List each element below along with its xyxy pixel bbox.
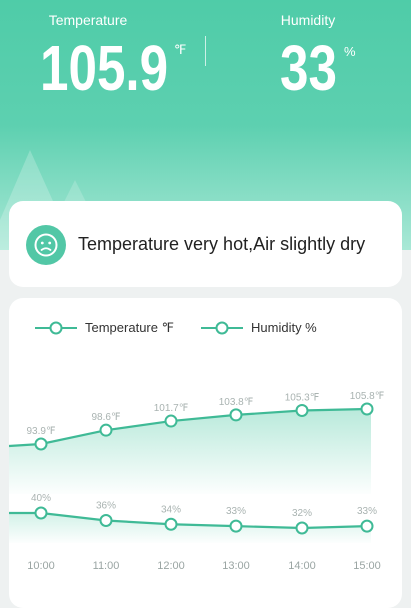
- chart-card: Temperature ℉ Humidity % 93.9℉ 98.6℉ 101.7…: [9, 298, 402, 608]
- x-tick-label: 12:00: [157, 560, 185, 572]
- humidity-point[interactable]: [360, 519, 374, 533]
- temperature-data-label: 93.9℉: [27, 426, 56, 437]
- temperature-data-label: 101.7℉: [154, 403, 189, 414]
- temperature-point[interactable]: [99, 423, 113, 437]
- humidity-point[interactable]: [34, 506, 48, 520]
- temperature-point[interactable]: [164, 414, 178, 428]
- legend-humidity[interactable]: Humidity %: [201, 320, 317, 335]
- sad-face-icon: [26, 225, 66, 265]
- status-card: Temperature very hot,Air slightly dry: [9, 201, 402, 287]
- x-tick-label: 13:00: [222, 560, 250, 572]
- temperature-unit: ℉: [174, 42, 187, 57]
- humidity-line: [9, 511, 371, 530]
- legend-humidity-label: Humidity %: [251, 320, 317, 335]
- header-divider: [205, 36, 206, 66]
- humidity-data-label: 40%: [31, 493, 51, 504]
- humidity-point[interactable]: [99, 514, 113, 527]
- legend-temperature-label: Temperature ℉: [85, 320, 174, 335]
- humidity-data-label: 33%: [226, 506, 246, 517]
- legend-temperature[interactable]: Temperature ℉: [35, 320, 174, 336]
- humidity-data-label: 34%: [161, 504, 181, 515]
- temperature-block: Temperature: [48, 12, 128, 28]
- temperature-point[interactable]: [229, 408, 243, 422]
- humidity-value: 33: [280, 32, 337, 104]
- x-tick-label: 10:00: [27, 560, 55, 572]
- humidity-unit: %: [344, 44, 356, 59]
- humidity-data-label: 36%: [96, 501, 116, 512]
- temperature-data-label: 105.3℉: [285, 392, 320, 403]
- temperature-point[interactable]: [34, 437, 48, 451]
- legend-temperature-marker: [35, 321, 77, 335]
- temperature-point[interactable]: [360, 402, 374, 416]
- humidity-label: Humidity: [280, 12, 336, 28]
- x-tick-label: 15:00: [353, 560, 381, 572]
- humidity-point[interactable]: [295, 521, 309, 535]
- humidity-point[interactable]: [229, 519, 243, 533]
- temperature-data-label: 98.6℉: [92, 412, 121, 423]
- humidity-block: Humidity: [268, 12, 348, 28]
- temperature-value: 105.9: [40, 32, 169, 104]
- temperature-data-label: 103.8℉: [219, 397, 254, 408]
- x-tick-label: 14:00: [288, 560, 316, 572]
- status-text: Temperature very hot,Air slightly dry: [78, 234, 366, 254]
- temperature-area: [9, 409, 371, 494]
- humidity-data-label: 33%: [357, 506, 377, 517]
- temperature-label: Temperature: [48, 12, 128, 28]
- humidity-data-label: 32%: [292, 508, 312, 519]
- temperature-line: [9, 407, 371, 448]
- humidity-point[interactable]: [164, 517, 178, 531]
- legend-humidity-marker: [201, 321, 243, 334]
- temperature-data-label: 105.8℉: [350, 391, 385, 402]
- line-chart: 93.9℉ 98.6℉ 101.7℉ 103.8℉ 105.3℉ 105.8℉ 40% 36%…: [9, 391, 385, 572]
- temperature-point[interactable]: [295, 403, 309, 417]
- x-tick-label: 11:00: [93, 560, 120, 572]
